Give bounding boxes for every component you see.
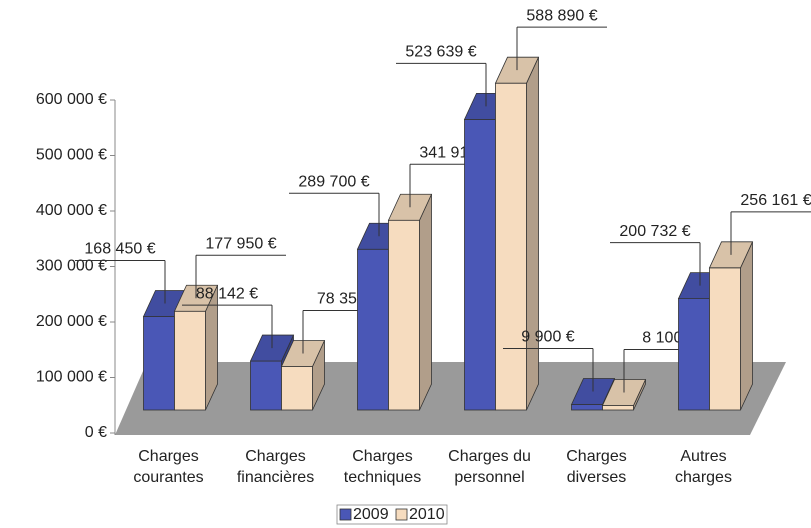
bar-front — [174, 310, 206, 411]
bar-front — [495, 82, 527, 411]
bar-front — [709, 267, 741, 411]
x-tick-label: Charges techniques — [343, 448, 422, 486]
bar-top — [494, 56, 540, 84]
value-label: 177 950 € — [205, 235, 276, 252]
value-label: 200 732 € — [619, 223, 690, 240]
bar-front — [602, 405, 634, 411]
bar — [173, 284, 219, 411]
bar-front — [357, 248, 389, 411]
value-label: 9 900 € — [521, 329, 574, 346]
y-tick-label: 200 000 € — [36, 313, 107, 330]
bar-front — [281, 366, 313, 411]
x-tick-label: Charges diverses — [566, 448, 627, 486]
bar-side — [419, 194, 432, 411]
bar — [387, 193, 433, 411]
y-tick-label: 400 000 € — [36, 202, 107, 219]
legend-box — [336, 504, 448, 525]
legend-label: 2009 — [353, 506, 389, 523]
legend-swatch — [395, 508, 408, 521]
bar-top — [387, 193, 433, 221]
bar-front — [388, 219, 420, 411]
x-tick-label: Charges du personnel — [448, 448, 531, 486]
y-tick-label: 0 € — [85, 424, 107, 441]
y-tick-label: 100 000 € — [36, 369, 107, 386]
value-label: 588 890 € — [526, 7, 597, 24]
x-tick-label: Charges courantes — [133, 448, 204, 486]
y-tick-label: 600 000 € — [36, 91, 107, 108]
bar — [708, 241, 754, 411]
bar-front — [464, 118, 496, 411]
value-label: 256 161 € — [740, 192, 811, 209]
bar-top — [708, 241, 754, 269]
value-label: 88 142 € — [196, 285, 258, 302]
x-tick-label: Charges financières — [236, 448, 315, 486]
y-tick-label: 300 000 € — [36, 258, 107, 275]
bar-front — [571, 404, 603, 411]
legend-swatch — [339, 508, 352, 521]
y-tick-label: 500 000 € — [36, 147, 107, 164]
value-label: 168 450 € — [84, 241, 155, 258]
bar-front — [143, 316, 175, 411]
legend-label: 2010 — [409, 506, 445, 523]
bar — [494, 56, 540, 411]
bar — [280, 340, 326, 411]
value-label: 523 639 € — [405, 44, 476, 61]
bar-side — [526, 56, 539, 411]
bar-front — [250, 360, 282, 411]
x-tick-label: Autres charges — [675, 448, 732, 486]
bar-side — [740, 241, 753, 411]
bar-front — [678, 298, 710, 411]
value-label: 289 700 € — [298, 173, 369, 190]
